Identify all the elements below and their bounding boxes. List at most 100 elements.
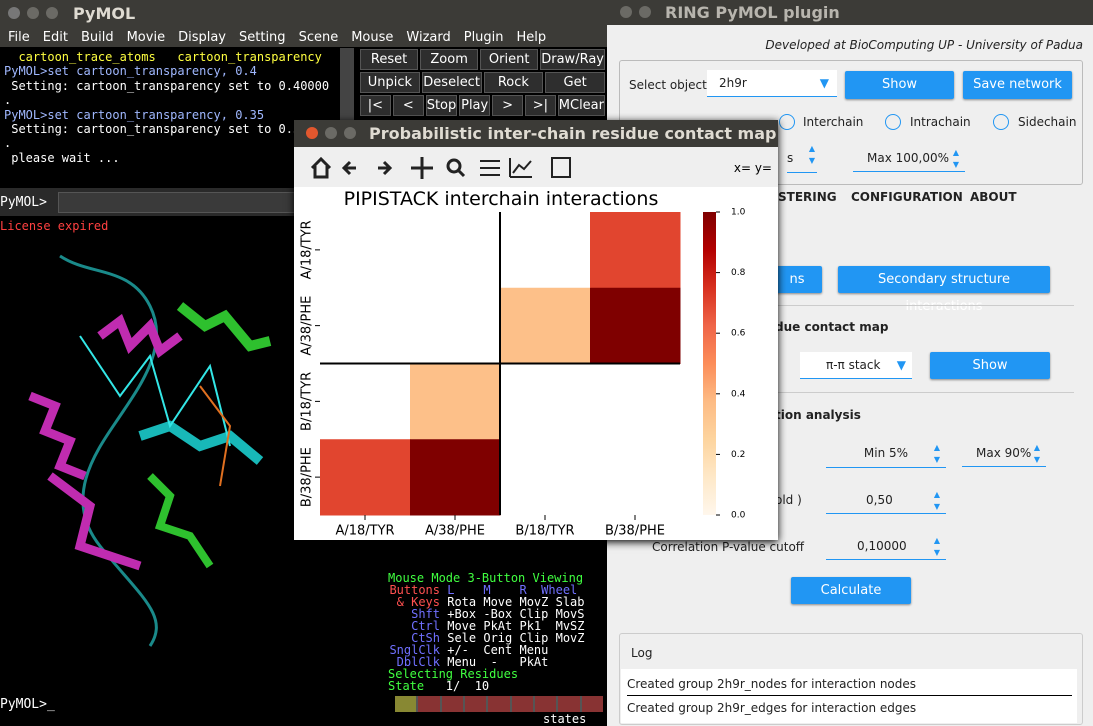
button-row[interactable]: |< < Stop Play > >| MClear — [360, 95, 605, 116]
menu-item[interactable]: Edit — [42, 30, 68, 45]
radio-label: Sidechain — [1018, 115, 1077, 129]
log-line: Created group 2h9r_edges for interaction… — [627, 701, 917, 715]
ctrl-btn[interactable] — [464, 696, 487, 712]
calculate-button[interactable]: Calculate — [791, 577, 911, 604]
button[interactable]: Stop — [425, 95, 458, 116]
minimize[interactable] — [639, 6, 651, 18]
ctrl-btn[interactable] — [534, 696, 557, 712]
zoom-icon[interactable] — [446, 158, 462, 174]
menu-item[interactable]: Movie — [126, 30, 166, 45]
spinbox[interactable]: Min 5% ▲ ▼ — [826, 440, 946, 468]
button[interactable]: Play — [459, 95, 491, 116]
ctrl-btn[interactable] — [441, 696, 463, 712]
button[interactable]: Rock — [483, 72, 544, 93]
maximize[interactable] — [344, 127, 356, 139]
button[interactable]: > — [492, 95, 523, 116]
object-combo[interactable]: 2h9r ▼ — [707, 70, 837, 97]
pan-icon[interactable] — [411, 157, 433, 179]
combo[interactable]: π-π stack ▼ — [800, 352, 912, 379]
button[interactable]: Unpick — [360, 72, 420, 93]
plot-window: Probabilistic inter-chain residue contac… — [294, 120, 778, 540]
console-line: Setting: cartoon_transparency set to 0.3… — [4, 122, 308, 137]
chart-title: PIPISTACK interchain interactions — [344, 188, 659, 210]
radio[interactable] — [779, 114, 795, 130]
states-label: states — [543, 712, 587, 726]
back-icon[interactable] — [341, 160, 356, 176]
menu-item[interactable]: Mouse — [351, 30, 394, 45]
button[interactable]: Orient — [480, 49, 539, 70]
home-icon[interactable] — [310, 156, 332, 179]
console: cartoon_trace_atoms cartoon_transparency… — [4, 50, 339, 165]
radio[interactable] — [885, 114, 901, 130]
button[interactable]: MClear — [557, 95, 605, 116]
show-button[interactable]: Show — [845, 71, 954, 99]
radio[interactable] — [993, 114, 1009, 130]
save-icon[interactable] — [551, 157, 571, 178]
button[interactable]: < — [392, 95, 424, 116]
spinbox[interactable]: 0,50 ▲ ▼ — [826, 487, 946, 514]
menu-item[interactable]: Build — [80, 30, 114, 45]
menu-item[interactable]: Wizard — [406, 30, 451, 45]
minimize[interactable] — [27, 7, 39, 19]
ctrl-btn[interactable] — [511, 696, 533, 712]
colorbar-tick-label: 0.0 — [731, 511, 746, 521]
spinbox[interactable]: Max 100,00% ▲ ▼ — [853, 145, 965, 172]
menu-item[interactable]: File — [8, 30, 30, 45]
button[interactable]: |< — [360, 95, 391, 116]
close[interactable] — [8, 7, 20, 19]
ctrl-btn[interactable] — [488, 696, 510, 712]
menu-item[interactable]: Help — [516, 30, 547, 45]
menu-item[interactable]: Plugin — [463, 30, 504, 45]
object-name: 2h9r — [719, 76, 747, 90]
spinbox[interactable]: 0,10000 ▲ ▼ — [826, 533, 946, 560]
menu-item[interactable]: Setting — [239, 30, 286, 45]
tab[interactable]: ABOUT — [970, 190, 1017, 204]
edit-icon[interactable] — [509, 158, 532, 178]
maximize[interactable] — [46, 7, 58, 19]
state-value: 1/ 10 — [431, 679, 490, 693]
button[interactable]: Get View — [545, 72, 605, 109]
ctrl-btn[interactable] — [581, 696, 603, 712]
menu-bar: File Edit Build Movie Display Setting Scene Mou… — [0, 28, 607, 47]
button-panel: Reset Zoom Orient Draw/Ray Unpick Deselect Roc… — [360, 49, 605, 118]
ctrl-btn[interactable] — [558, 696, 580, 712]
chart: PIPISTACK interchain interactions A/18/TY… — [300, 188, 746, 539]
toolbar-icons — [310, 156, 571, 179]
button[interactable]: ns — [772, 266, 822, 293]
mouse-key: SnglClk — [389, 643, 441, 657]
tab[interactable]: CONFIGURATION — [851, 190, 963, 204]
spin-text: Max 90% — [976, 446, 1032, 460]
colorbar-tick-label: 1.0 — [731, 208, 746, 218]
close[interactable] — [306, 127, 318, 139]
selecting: Selecting Residues — [388, 667, 519, 681]
x-tick-label: A/18/TYR — [335, 524, 394, 539]
y-tick-label: B/18/TYR — [300, 372, 315, 431]
button[interactable]: Reset — [360, 49, 419, 70]
close[interactable] — [620, 6, 632, 18]
window-title: Probabilistic inter-chain residue contac… — [369, 124, 777, 143]
button-row[interactable]: Reset Zoom Orient Draw/Ray — [360, 49, 605, 70]
button[interactable]: >| — [524, 95, 556, 116]
minimize[interactable] — [325, 127, 337, 139]
forward-icon[interactable] — [378, 160, 393, 176]
state-row: State 1/ 10 — [388, 680, 606, 692]
config-icon[interactable] — [480, 160, 500, 176]
button[interactable]: Deselect — [421, 72, 482, 93]
save-button[interactable]: Save network — [963, 71, 1072, 99]
show-button[interactable]: Show — [930, 352, 1050, 379]
tab[interactable]: STERING — [778, 190, 837, 204]
menu-item[interactable]: Scene — [298, 30, 339, 45]
menu-item[interactable]: Display — [178, 30, 226, 45]
ctrl-btn[interactable] — [395, 696, 417, 712]
mouse-key: Ctrl — [411, 619, 441, 633]
spinbox[interactable]: s ▲ ▼ — [787, 144, 817, 173]
button[interactable]: Draw/Ray — [540, 49, 605, 70]
x-tick-label: B/38/PHE — [605, 524, 665, 539]
movie-controls — [395, 696, 603, 712]
button[interactable]: Secondary structure interactions — [838, 266, 1050, 314]
spinbox[interactable]: Max 90% ▲ ▼ — [962, 440, 1046, 467]
console-line: cartoon_trace_atoms cartoon_transparency — [4, 50, 322, 64]
ctrl-btn[interactable] — [418, 696, 440, 712]
button[interactable]: Zoom — [420, 49, 479, 70]
